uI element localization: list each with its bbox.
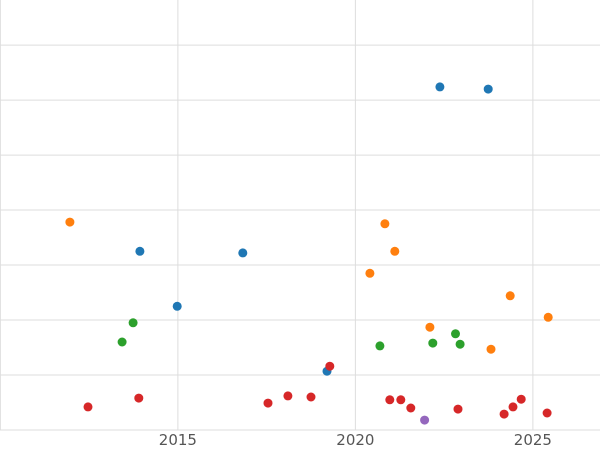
data-point-green [117, 337, 127, 347]
data-point-blue [172, 301, 182, 311]
data-point-green [128, 318, 138, 328]
data-point-red [385, 395, 395, 405]
data-point-blue [435, 82, 445, 92]
data-point-blue [238, 248, 248, 258]
data-point-red [508, 402, 518, 412]
x-tick-label-2025: 2025 [513, 431, 552, 449]
data-point-red [453, 404, 463, 414]
data-point-green [375, 341, 385, 351]
data-point-orange [380, 219, 390, 229]
data-point-orange [486, 344, 496, 354]
data-point-red [499, 409, 509, 419]
data-point-red [325, 361, 335, 371]
data-point-blue [135, 246, 145, 256]
data-point-orange [505, 291, 515, 301]
data-point-green [455, 339, 465, 349]
x-tick-label-2020: 2020 [336, 431, 375, 449]
data-point-orange [425, 322, 435, 332]
data-point-orange [365, 268, 375, 278]
data-point-red [516, 394, 526, 404]
data-point-purple [420, 415, 430, 425]
data-point-orange [543, 312, 553, 322]
data-point-orange [65, 217, 75, 227]
data-point-orange [390, 246, 400, 256]
data-point-red [83, 402, 93, 412]
data-point-red [542, 408, 552, 418]
data-point-green [428, 338, 438, 348]
data-point-green [451, 329, 460, 339]
data-point-red [263, 398, 273, 408]
data-point-blue [483, 84, 493, 94]
data-point-red [396, 395, 406, 405]
data-point-red [406, 403, 416, 413]
x-tick-label-2015: 2015 [158, 431, 197, 449]
data-point-red [134, 393, 144, 403]
data-point-red [306, 392, 316, 402]
data-point-red [283, 391, 293, 401]
